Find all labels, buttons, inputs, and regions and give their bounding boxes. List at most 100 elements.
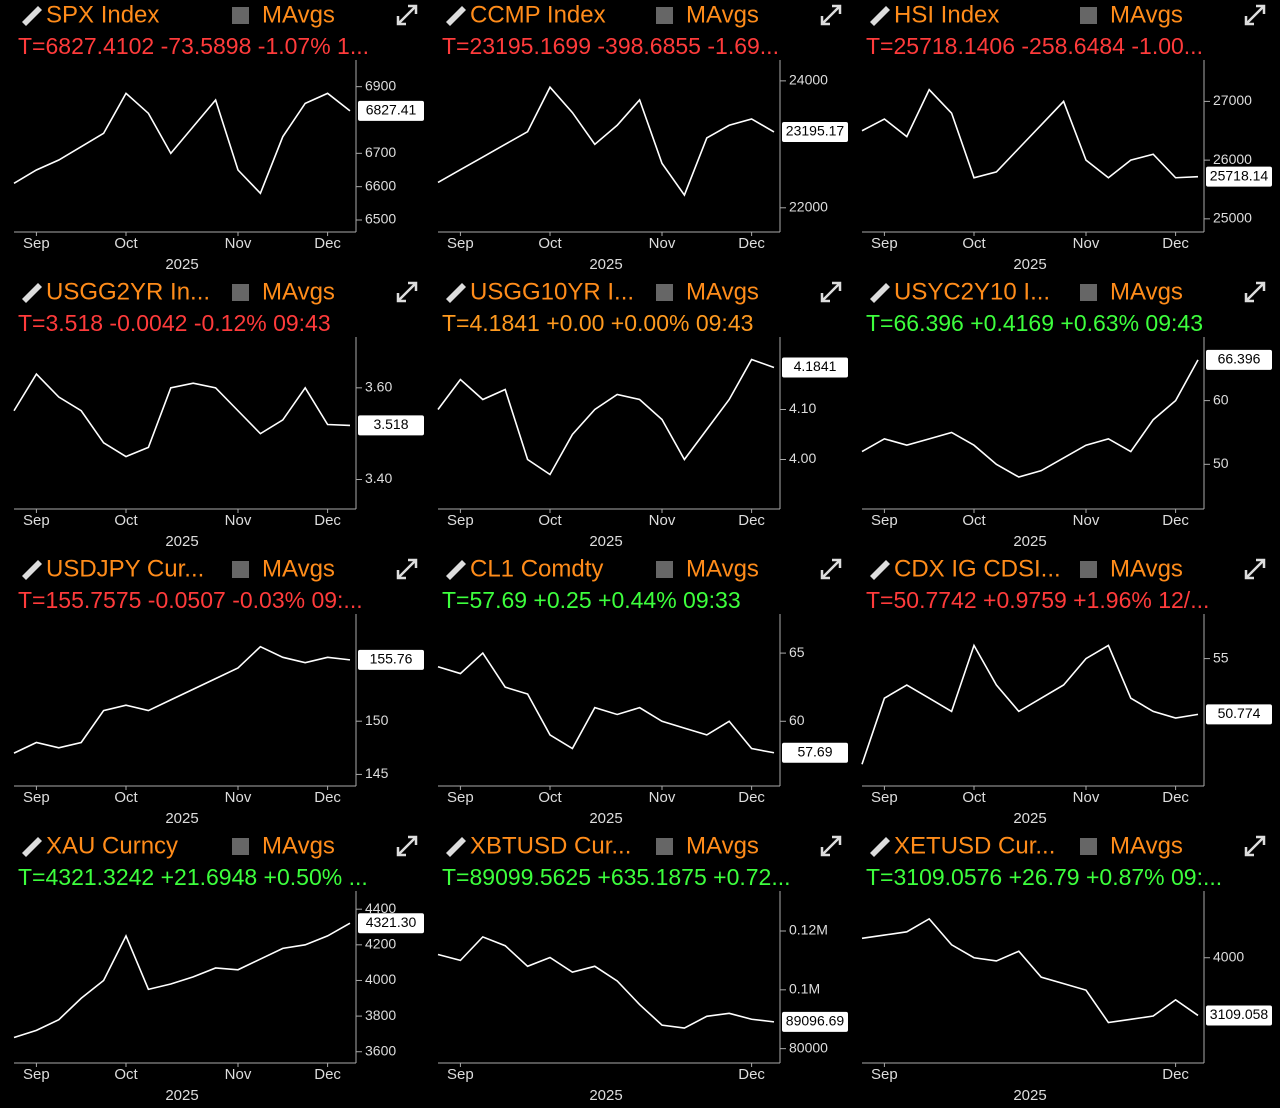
price-line: [437, 85, 775, 197]
x-tick-label: Dec: [314, 512, 341, 529]
price-line: [437, 935, 775, 1029]
x-tick-label: Nov: [225, 1066, 252, 1083]
edit-icon[interactable]: [22, 837, 42, 857]
edit-icon[interactable]: [870, 283, 890, 303]
x-tick-label: Sep: [23, 789, 50, 806]
study-label[interactable]: MAvgs: [686, 832, 759, 859]
study-label[interactable]: MAvgs: [1110, 832, 1183, 859]
x-axis-label: 2025: [165, 810, 198, 827]
expand-icon[interactable]: [396, 835, 418, 857]
y-tick-label: 80000: [789, 1039, 828, 1055]
study-checkbox[interactable]: [656, 7, 673, 24]
x-axis-label: 2025: [165, 256, 198, 273]
study-label[interactable]: MAvgs: [262, 1, 335, 28]
study-label[interactable]: MAvgs: [262, 555, 335, 582]
chart-title[interactable]: XAU Curncy: [46, 832, 178, 859]
x-tick-label: Nov: [1073, 512, 1100, 529]
chart-title[interactable]: HSI Index: [894, 1, 999, 28]
edit-icon[interactable]: [22, 283, 42, 303]
study-label[interactable]: MAvgs: [1110, 1, 1183, 28]
study-checkbox[interactable]: [1080, 561, 1097, 578]
last-value-label: 4321.30: [366, 914, 417, 930]
x-tick-label: Dec: [738, 1066, 765, 1083]
x-tick-label: Dec: [1162, 1066, 1189, 1083]
last-value-label: 25718.14: [1210, 167, 1269, 183]
last-value-label: 3.518: [373, 416, 408, 432]
y-tick-label: 27000: [1213, 92, 1252, 108]
expand-icon[interactable]: [396, 4, 418, 26]
study-checkbox[interactable]: [656, 838, 673, 855]
edit-icon[interactable]: [446, 560, 466, 580]
x-tick-label: Oct: [114, 512, 138, 529]
expand-icon[interactable]: [1244, 558, 1266, 580]
x-tick-label: Sep: [23, 512, 50, 529]
y-tick-label: 4000: [365, 971, 396, 987]
last-value-box: [1206, 166, 1272, 187]
x-tick-label: Sep: [871, 512, 898, 529]
expand-icon[interactable]: [1244, 4, 1266, 26]
chart-title[interactable]: USDJPY Cur...: [46, 555, 204, 582]
chart-title[interactable]: USYC2Y10 I...: [894, 278, 1050, 305]
edit-icon[interactable]: [870, 6, 890, 26]
study-label[interactable]: MAvgs: [686, 555, 759, 582]
study-label[interactable]: MAvgs: [262, 278, 335, 305]
edit-icon[interactable]: [22, 560, 42, 580]
expand-icon[interactable]: [1244, 281, 1266, 303]
x-tick-label: Sep: [23, 1066, 50, 1083]
edit-icon[interactable]: [446, 283, 466, 303]
expand-icon[interactable]: [396, 281, 418, 303]
study-checkbox[interactable]: [656, 561, 673, 578]
study-label[interactable]: MAvgs: [686, 1, 759, 28]
study-checkbox[interactable]: [232, 838, 249, 855]
chart-title[interactable]: CL1 Comdty: [470, 555, 603, 582]
study-checkbox[interactable]: [656, 284, 673, 301]
last-value-box: [1206, 704, 1272, 725]
chart-title[interactable]: USGG2YR In...: [46, 278, 210, 305]
quote-line: T=25718.1406 -258.6484 -1.00...: [866, 33, 1203, 59]
study-label[interactable]: MAvgs: [262, 832, 335, 859]
quote-line: T=57.69 +0.25 +0.44% 09:33: [442, 587, 741, 613]
study-checkbox[interactable]: [232, 561, 249, 578]
y-tick-label: 3.60: [365, 379, 392, 395]
study-label[interactable]: MAvgs: [1110, 555, 1183, 582]
expand-icon[interactable]: [820, 4, 842, 26]
x-tick-label: Dec: [738, 235, 765, 252]
study-checkbox[interactable]: [1080, 284, 1097, 301]
study-label[interactable]: MAvgs: [1110, 278, 1183, 305]
y-tick-label: 4400: [365, 900, 396, 916]
study-checkbox[interactable]: [1080, 838, 1097, 855]
y-tick-label: 26000: [1213, 151, 1252, 167]
x-axis-label: 2025: [589, 810, 622, 827]
edit-icon[interactable]: [870, 837, 890, 857]
study-label[interactable]: MAvgs: [686, 278, 759, 305]
chart-title[interactable]: SPX Index: [46, 1, 159, 28]
expand-icon[interactable]: [1244, 835, 1266, 857]
edit-icon[interactable]: [870, 560, 890, 580]
expand-icon[interactable]: [820, 558, 842, 580]
chart-title[interactable]: XETUSD Cur...: [894, 832, 1055, 859]
price-line: [13, 922, 351, 1039]
edit-icon[interactable]: [446, 837, 466, 857]
chart-panel: HSI Index MAvgs T=25718.1406 -258.6484 -1.…: [861, 1, 1272, 273]
price-line: [13, 92, 351, 195]
y-tick-label: 0.1M: [789, 981, 820, 997]
last-value-box: [1206, 1005, 1272, 1026]
expand-icon[interactable]: [396, 558, 418, 580]
chart-title[interactable]: CCMP Index: [470, 1, 606, 28]
last-value-label: 4.1841: [794, 358, 837, 374]
expand-icon[interactable]: [820, 835, 842, 857]
expand-icon[interactable]: [820, 281, 842, 303]
last-value-box: [782, 742, 848, 763]
chart-title[interactable]: USGG10YR I...: [470, 278, 634, 305]
chart-title[interactable]: XBTUSD Cur...: [470, 832, 631, 859]
chart-title[interactable]: CDX IG CDSI...: [894, 555, 1061, 582]
edit-icon[interactable]: [446, 6, 466, 26]
chart-panel: CL1 Comdty MAvgs T=57.69 +0.25 +0.44% 09:3…: [437, 555, 848, 827]
y-tick-label: 3600: [365, 1042, 396, 1058]
x-tick-label: Oct: [538, 512, 562, 529]
study-checkbox[interactable]: [1080, 7, 1097, 24]
study-checkbox[interactable]: [232, 7, 249, 24]
study-checkbox[interactable]: [232, 284, 249, 301]
edit-icon[interactable]: [22, 6, 42, 26]
